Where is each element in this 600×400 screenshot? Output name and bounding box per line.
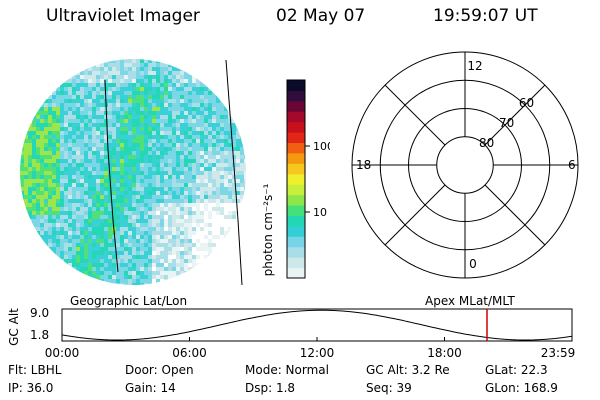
colorbar-cell <box>287 152 305 164</box>
timeline-right-title: Apex MLat/MLT <box>425 294 515 308</box>
timeline-frame <box>61 308 573 342</box>
colorbar-cell <box>287 111 305 123</box>
longitude-line-left <box>104 79 119 273</box>
timeline-xtick-label: 06:00 <box>172 346 207 360</box>
timeline-left-title: Geographic Lat/Lon <box>70 294 188 308</box>
filter-readout: Flt: LBHL <box>8 363 62 377</box>
mlt-spoke <box>384 84 446 146</box>
image-time: 19:59:07 UT <box>433 6 538 26</box>
colorbar-cell <box>287 267 305 279</box>
timeline-xtick-label: 00:00 <box>45 346 80 360</box>
dsp-readout: Dsp: 1.8 <box>245 381 296 395</box>
colorbar-cell <box>287 132 305 144</box>
mlt-spoke <box>384 184 446 246</box>
door-readout: Door: Open <box>125 363 194 377</box>
instrument-title: Ultraviolet Imager <box>46 6 200 26</box>
glon-readout: GLon: 168.9 <box>485 381 558 395</box>
timeline-ylabel: GC Alt <box>7 308 21 346</box>
latitude-label: 70 <box>499 116 514 130</box>
timeline-ytick-top: 9.0 <box>30 306 49 320</box>
colorbar-cell <box>287 184 305 196</box>
timeline-xticks: 00:00 06:00 12:00 18:00 23:59 <box>45 337 576 360</box>
colorbar-cell <box>287 215 305 227</box>
colorbar-cell <box>287 257 305 269</box>
image-date: 02 May 07 <box>276 6 366 26</box>
colorbar-cell <box>287 121 305 133</box>
polar-grid <box>351 51 579 279</box>
mlt-label: 0 <box>469 257 477 271</box>
colorbar-cell <box>287 225 305 237</box>
ip-readout: IP: 36.0 <box>8 381 54 395</box>
altitude-timeline: GC Alt 9.0 1.8 00:00 06:00 12:00 18:00 23:59 <box>7 306 576 360</box>
colorbar-cell <box>287 80 305 91</box>
mlt-spoke <box>484 84 546 146</box>
colorbar-gradient <box>287 80 305 279</box>
colorbar-cell <box>287 246 305 258</box>
colorbar-cell <box>287 100 305 112</box>
colorbar-cell <box>287 90 305 102</box>
latitude-label: 60 <box>519 96 534 110</box>
altitude-curve <box>61 309 573 341</box>
timeline-xtick-label: 12:00 <box>300 346 335 360</box>
colorbar-tick-label: 100 <box>313 140 330 153</box>
colorbar-cell <box>287 142 305 154</box>
colorbar-tick-label: 10 <box>313 206 327 219</box>
mlt-spoke <box>484 184 546 246</box>
timeline-ytick-bottom: 1.8 <box>30 328 49 342</box>
colorbar-label: photon cm⁻²s⁻¹ <box>261 183 275 276</box>
longitude-line-right <box>225 59 243 286</box>
mlt-label: 12 <box>467 59 482 73</box>
seq-readout: Seq: 39 <box>366 381 412 395</box>
mlt-label: 18 <box>356 158 371 172</box>
colorbar: 100 10 photon cm⁻²s⁻¹ <box>261 79 330 279</box>
uv-disk-pixels <box>20 59 246 285</box>
timeline-xtick-label: 23:59 <box>541 346 576 360</box>
colorbar-cell <box>287 205 305 216</box>
colorbar-ticks: 100 10 <box>305 140 330 219</box>
latitude-label: 80 <box>479 136 494 150</box>
gc-alt-readout: GC Alt: 3.2 Re <box>366 363 450 377</box>
colorbar-cell <box>287 173 305 185</box>
colorbar-cell <box>287 236 305 248</box>
gain-readout: Gain: 14 <box>125 381 176 395</box>
mlt-label: 6 <box>568 158 576 172</box>
colorbar-frame <box>286 79 306 279</box>
glat-readout: GLat: 22.3 <box>485 363 548 377</box>
colorbar-cell <box>287 194 305 206</box>
colorbar-cell <box>287 163 305 175</box>
timeline-xtick-label: 18:00 <box>427 346 462 360</box>
mode-readout: Mode: Normal <box>245 363 329 377</box>
